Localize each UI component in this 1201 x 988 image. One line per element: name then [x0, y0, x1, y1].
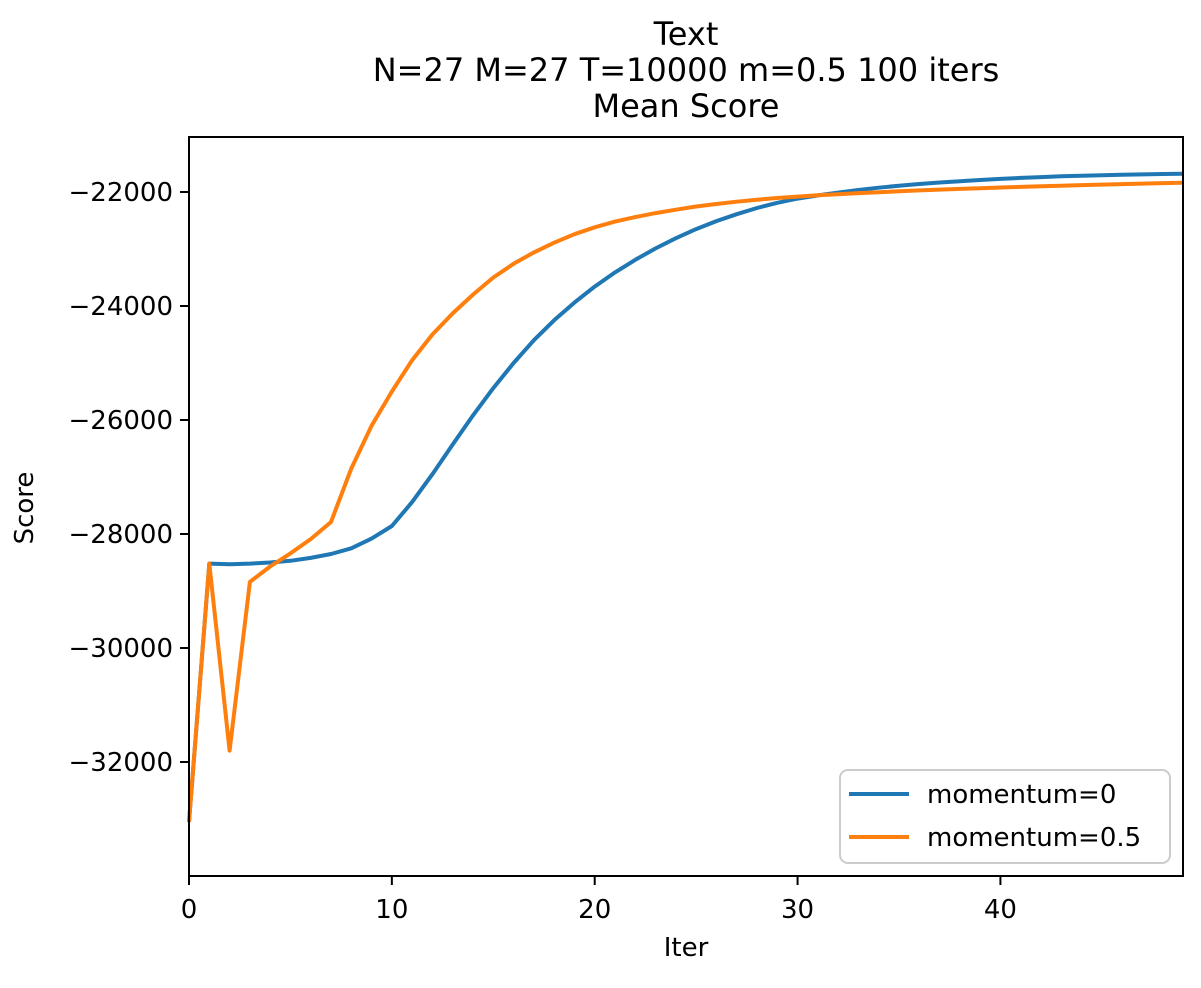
- y-axis-label: Score: [10, 472, 40, 545]
- legend-box: [839, 769, 1171, 864]
- data-series: [187, 171, 1184, 823]
- chart-title: Text N=27 M=27 T=10000 m=0.5 100 iters M…: [373, 15, 1000, 125]
- x-tick-label: 40: [984, 895, 1017, 925]
- series-line-momentum-0-5: [187, 180, 1184, 823]
- y-tick-label: −32000: [69, 748, 174, 778]
- plot-area-border: [188, 136, 1184, 877]
- title-line-2: N=27 M=27 T=10000 m=0.5 100 iters: [373, 51, 1000, 89]
- x-tick-label: 10: [375, 895, 408, 925]
- title-line-3: Mean Score: [593, 87, 780, 125]
- axis-ticks: 0 10 20 30 40 −22000 −24000 −26000 −28000 −30000 −…: [69, 178, 1017, 925]
- y-tick-label: −24000: [69, 292, 174, 322]
- legend-label-momentum-0-5: momentum=0.5: [927, 823, 1141, 853]
- x-tick-label: 20: [578, 895, 611, 925]
- x-tick-label: 30: [781, 895, 814, 925]
- x-axis-label: Iter: [664, 933, 709, 963]
- legend: momentum=0 momentum=0.5: [839, 769, 1171, 864]
- series-line-momentum-0: [187, 171, 1184, 823]
- y-tick-label: −22000: [69, 178, 174, 208]
- y-tick-label: −28000: [69, 520, 174, 550]
- x-tick-label: 0: [181, 895, 198, 925]
- y-tick-label: −30000: [69, 634, 174, 664]
- title-line-1: Text: [653, 15, 719, 53]
- legend-label-momentum-0: momentum=0: [927, 780, 1116, 810]
- y-tick-label: −26000: [69, 406, 174, 436]
